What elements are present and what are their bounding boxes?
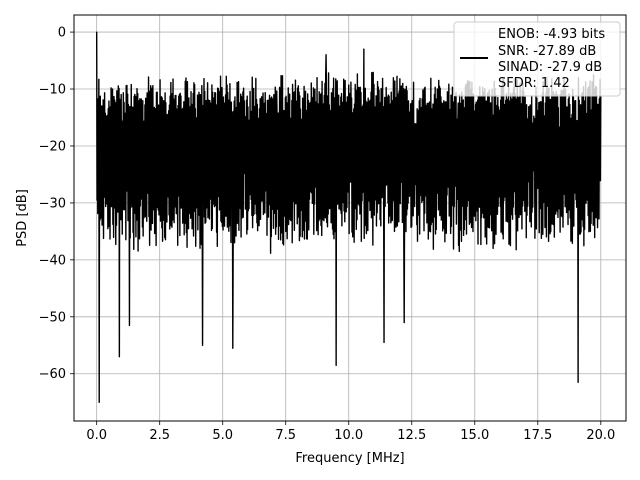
x-tick-label: 0.0 xyxy=(86,428,107,443)
legend-line-sinad: SINAD: -27.9 dB xyxy=(498,60,602,75)
psd-peak-point xyxy=(325,54,327,56)
psd-series-line xyxy=(95,32,602,403)
psd-dip-point xyxy=(232,347,234,349)
x-tick-label: 5.0 xyxy=(212,428,233,443)
y-tick-label: −50 xyxy=(39,310,66,325)
x-tick-label: 7.5 xyxy=(275,428,296,443)
psd-dip-point xyxy=(201,344,204,346)
ticks: 0.0 2.5 5.0 7.5 10.0 12.5 15.0 17.5 20.0 0 −10 −20 −… xyxy=(39,26,616,443)
x-tick-label: 10.0 xyxy=(334,428,363,443)
y-tick-label: −40 xyxy=(39,253,66,268)
psd-dip-point xyxy=(577,381,579,383)
psd-dip-point xyxy=(335,364,337,366)
psd-dip-point xyxy=(118,356,120,358)
legend-line-enob: ENOB: -4.93 bits xyxy=(498,27,605,42)
psd-dip-point xyxy=(383,341,385,344)
legend-line-snr: SNR: -27.89 dB xyxy=(498,44,596,59)
x-tick-label: 15.0 xyxy=(460,428,489,443)
legend-box xyxy=(453,21,621,97)
series-group xyxy=(95,31,602,403)
x-tick-label: 17.5 xyxy=(523,428,552,443)
legend-line-sfdr: SFDR: 1.42 xyxy=(498,76,570,91)
x-tick-label: 12.5 xyxy=(397,428,426,443)
plot-frame xyxy=(73,14,627,422)
y-tick-label: −10 xyxy=(39,83,66,98)
psd-dip-point xyxy=(403,321,405,324)
y-tick-label: −60 xyxy=(39,367,66,382)
x-axis-label: Frequency [MHz] xyxy=(295,451,404,466)
y-tick-label: −20 xyxy=(39,139,66,154)
y-tick-label: 0 xyxy=(58,26,66,41)
x-tick-label: 2.5 xyxy=(149,428,170,443)
psd-peak-point xyxy=(96,31,98,33)
y-axis-label: PSD [dB] xyxy=(15,189,30,247)
legend: ENOB: -4.93 bits SNR: -27.89 dB SINAD: -… xyxy=(453,21,621,97)
psd-peak-point xyxy=(363,48,365,50)
psd-dip-point xyxy=(98,401,100,403)
psd-dip-point xyxy=(128,324,131,326)
x-tick-label: 20.0 xyxy=(586,428,615,443)
y-tick-label: −30 xyxy=(39,196,66,211)
